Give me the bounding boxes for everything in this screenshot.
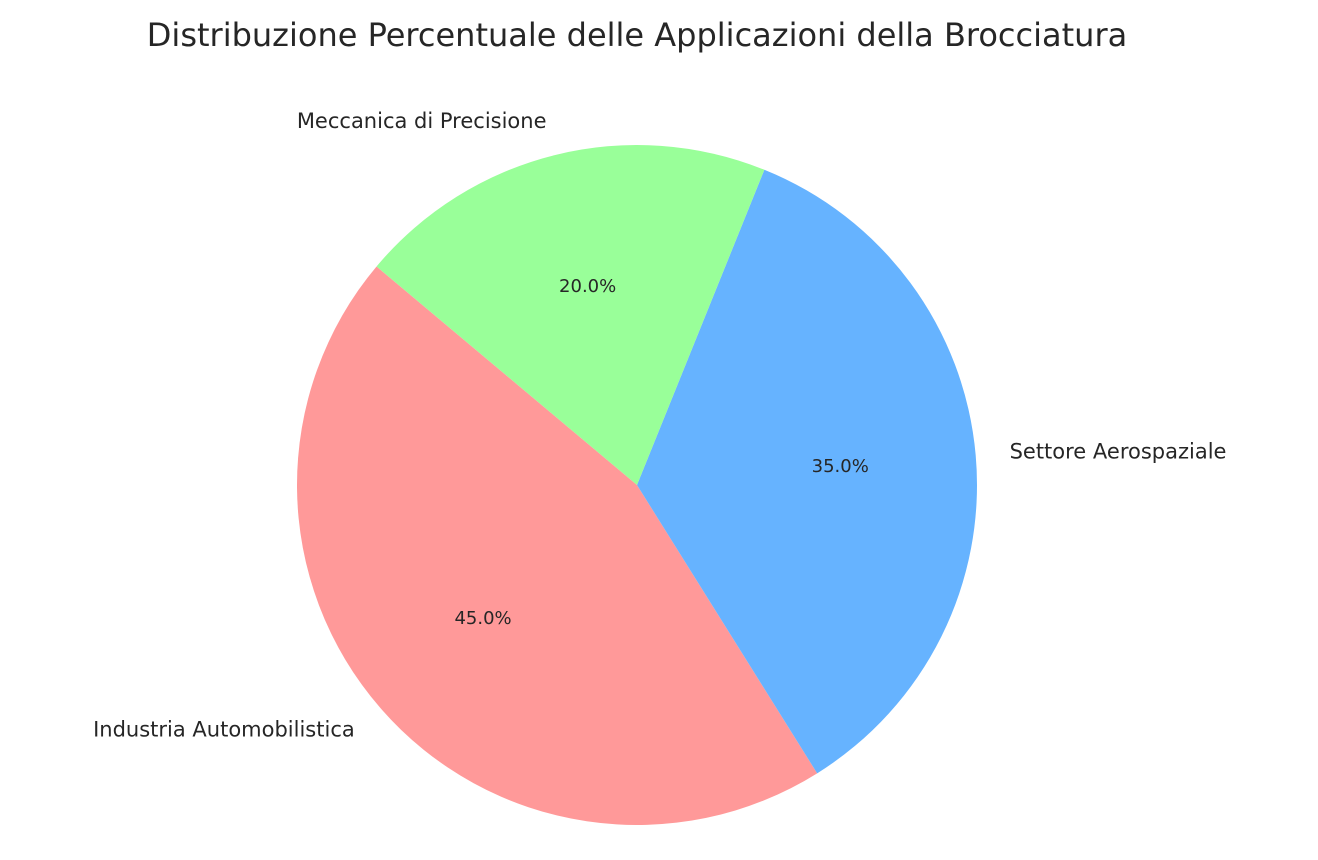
chart-title: Distribuzione Percentuale delle Applicaz… bbox=[147, 16, 1127, 54]
pie-slice bbox=[297, 266, 818, 825]
percent-label: 35.0% bbox=[812, 456, 869, 477]
pie-slice bbox=[637, 169, 977, 774]
percent-label: 45.0% bbox=[454, 608, 511, 629]
percent-label: 20.0% bbox=[559, 276, 616, 297]
slice-label: Industria Automobilistica bbox=[93, 717, 355, 741]
slice-label: Meccanica di Precisione bbox=[297, 109, 547, 133]
slice-label: Settore Aerospaziale bbox=[1010, 439, 1227, 463]
pie-slice bbox=[376, 144, 765, 485]
